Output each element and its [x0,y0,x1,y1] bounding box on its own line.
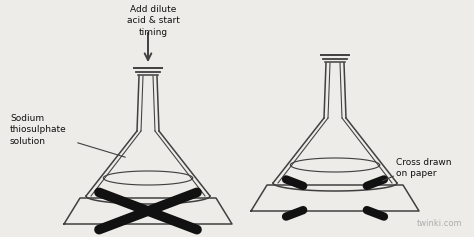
Text: Add dilute
acid & start
timing: Add dilute acid & start timing [127,5,180,37]
Text: Sodium
thiosulphate
solution: Sodium thiosulphate solution [10,114,67,146]
Text: Cross drawn
on paper: Cross drawn on paper [396,158,452,178]
Text: twinki.com: twinki.com [416,219,462,228]
